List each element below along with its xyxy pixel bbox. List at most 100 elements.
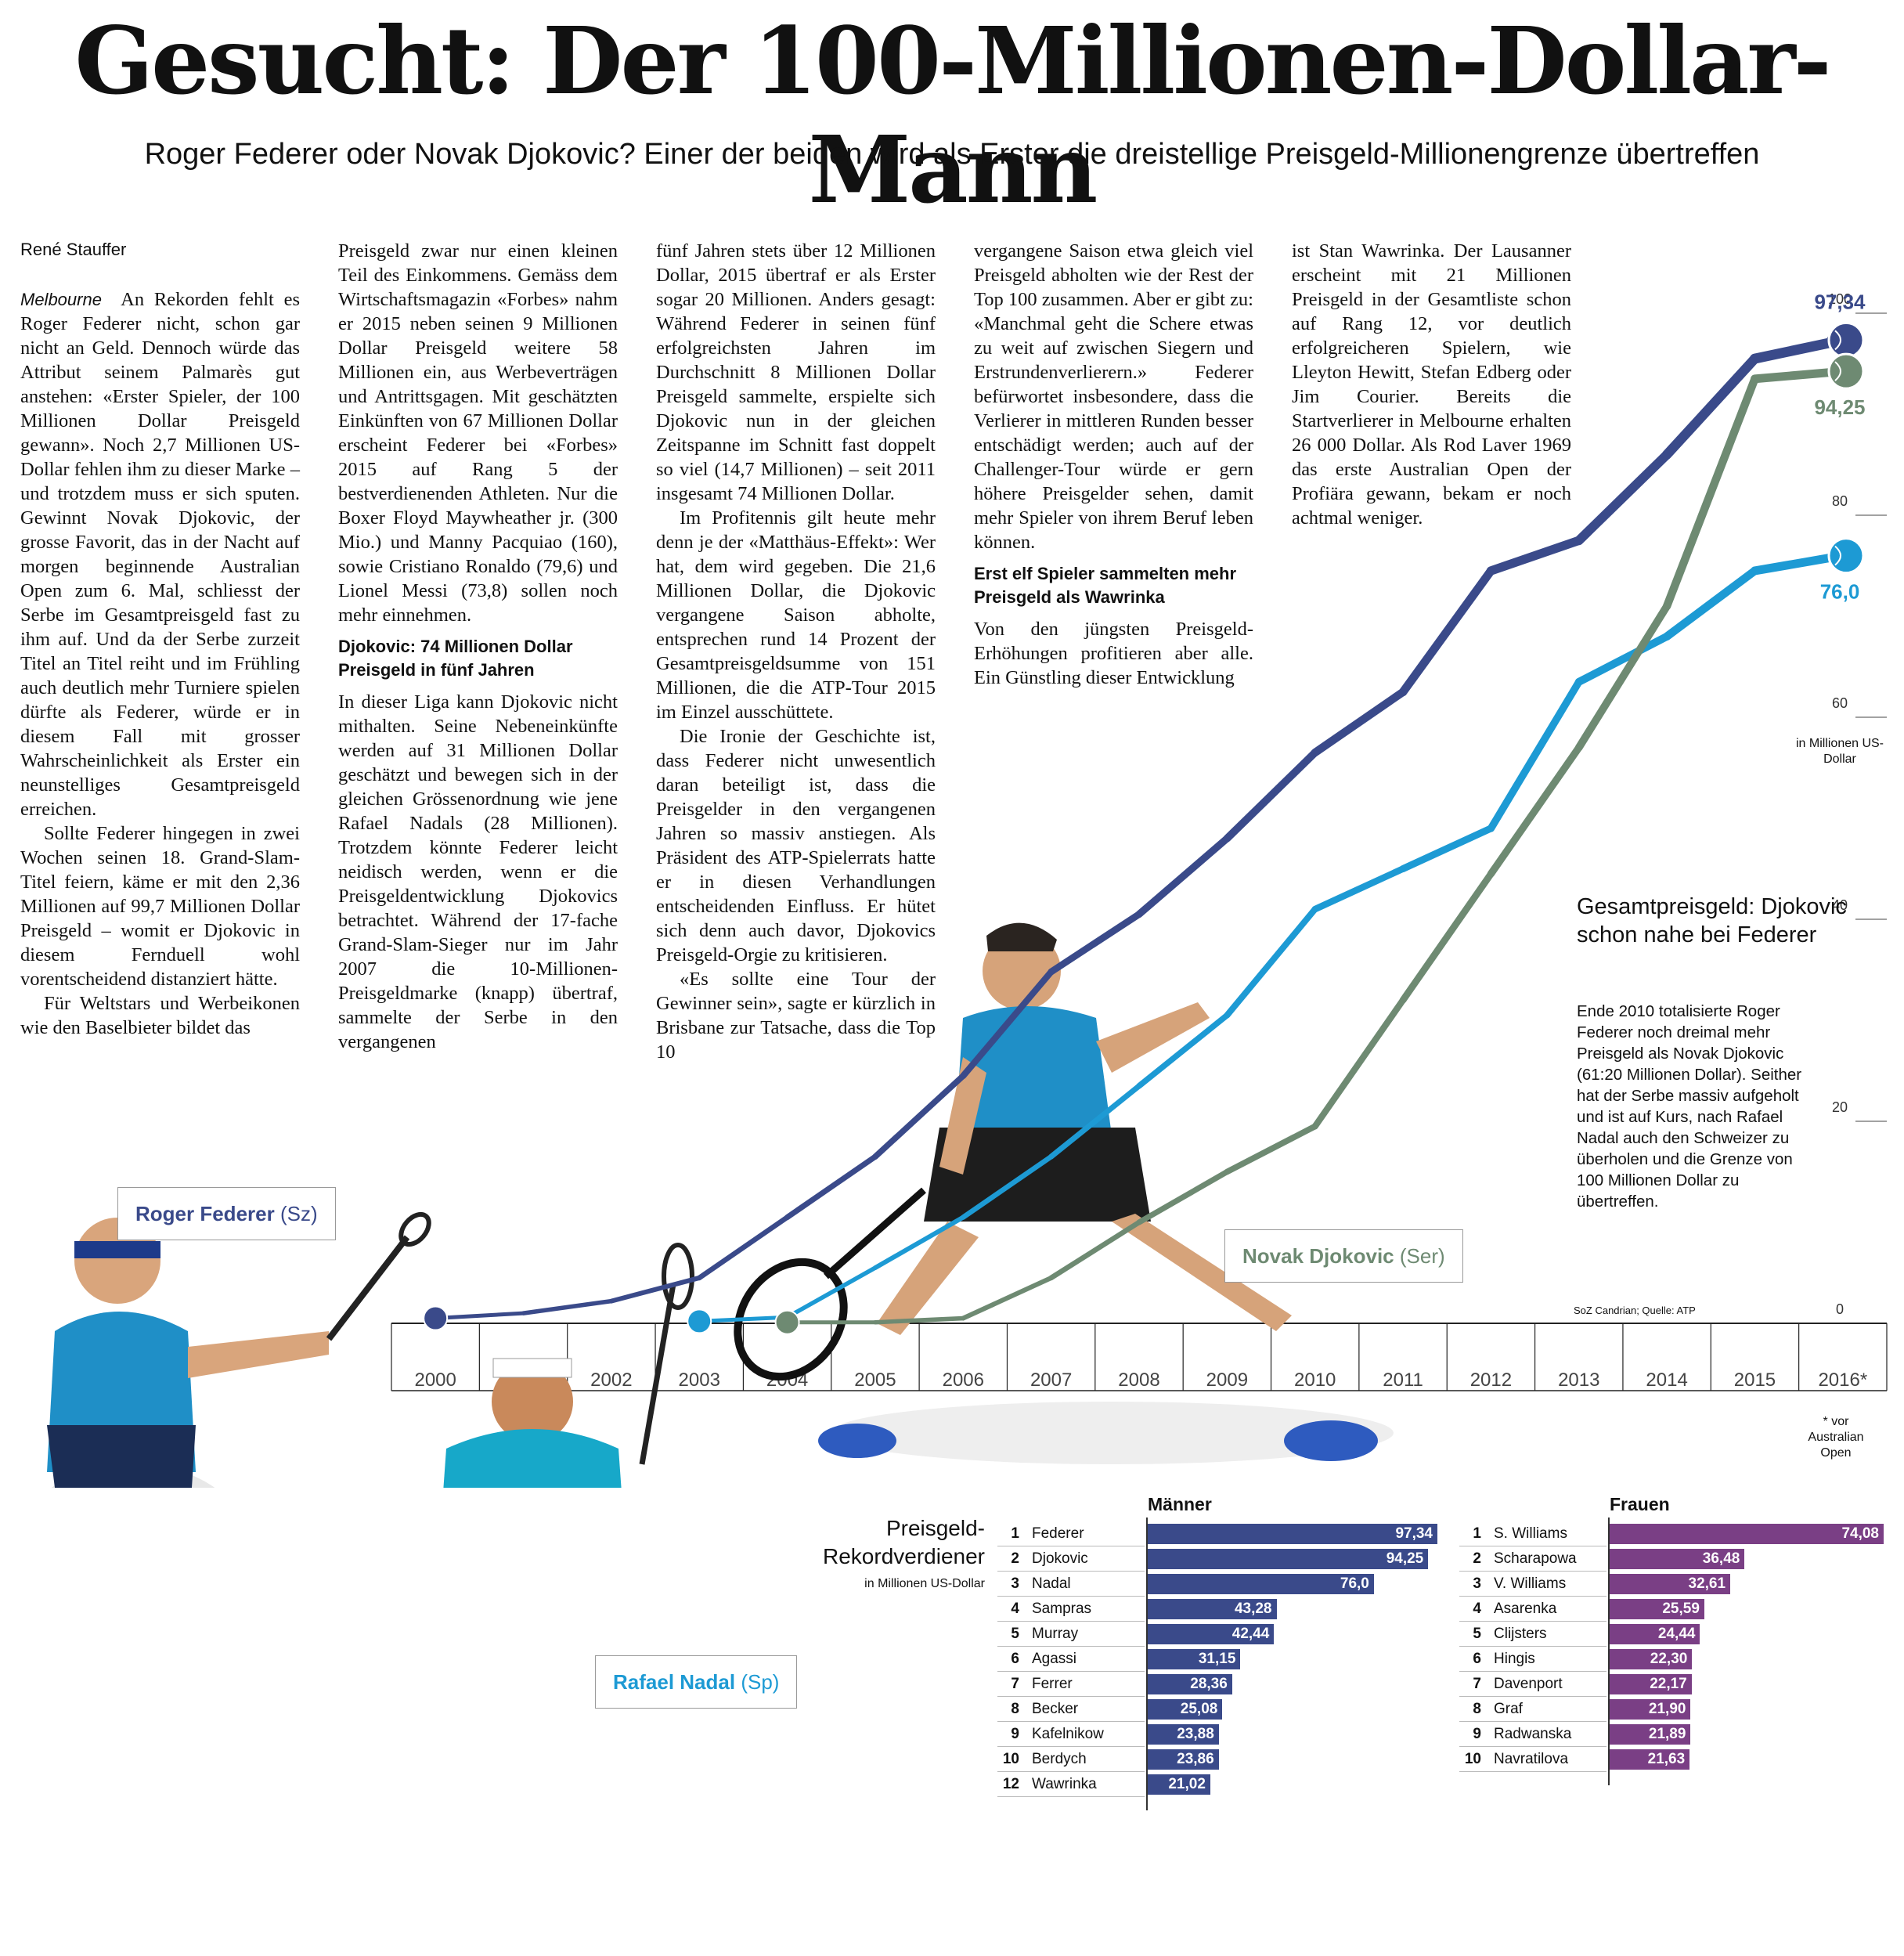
rank-number: 9: [1473, 1726, 1481, 1742]
ranking-bar: 28,36: [1148, 1674, 1232, 1694]
player-nationality: (Sz): [279, 1202, 318, 1225]
row-separator: [997, 1596, 1145, 1597]
y-axis-unit-label: in Millionen US-Dollar: [1795, 737, 1884, 766]
rank-number: 10: [1464, 1751, 1481, 1767]
ranking-row: 6 Hingis 22,30: [1459, 1647, 1899, 1672]
chart-lines: [433, 334, 1848, 1325]
player-name: Federer: [1032, 1525, 1084, 1542]
player-name: Wawrinka: [1032, 1776, 1097, 1792]
player-name: Navratilova: [1494, 1751, 1569, 1767]
x-tick-label: 2003: [679, 1370, 720, 1391]
player-name: Scharapowa: [1494, 1550, 1577, 1567]
nadal-illustration: [443, 1243, 694, 1488]
ranking-row: 1 Federer 97,34: [997, 1521, 1453, 1546]
player-name: Agassi: [1032, 1651, 1077, 1667]
article-paragraph: Im Profitennis gilt heute mehr denn je d…: [656, 507, 936, 723]
ranking-row: 5 Clijsters 24,44: [1459, 1622, 1899, 1647]
chart-markers: 97,34 76,0 94,25: [423, 290, 1866, 1335]
series-line-segment: [1048, 1083, 1142, 1160]
rank-number: 5: [1473, 1626, 1481, 1642]
series-line-segment: [1399, 870, 1495, 1004]
series-line-segment: [961, 1275, 1054, 1321]
rank-number: 4: [1011, 1601, 1019, 1617]
series-line-segment: [1487, 744, 1583, 878]
series-line-segment: [873, 1315, 966, 1325]
x-tick-label: 2007: [1030, 1370, 1072, 1391]
series-line-segment: [1311, 997, 1407, 1130]
series-line-segment: [1048, 911, 1143, 976]
rank-number: 3: [1011, 1575, 1019, 1592]
x-tick-label: 2010: [1294, 1370, 1336, 1391]
player-name: Murray: [1032, 1626, 1079, 1642]
rank-number: 5: [1011, 1626, 1019, 1642]
player-name: Berdych: [1032, 1751, 1087, 1767]
rank-number: 9: [1011, 1726, 1019, 1742]
article-paragraph: In dieser Liga kann Djokovic nicht mitha…: [338, 691, 618, 1052]
article-column-2: Preisgeld zwar nur einen kleinen Teil de…: [338, 239, 618, 1054]
series-line-segment: [1487, 678, 1583, 832]
ranking-bar: 23,86: [1148, 1749, 1219, 1770]
row-separator: [997, 1621, 1145, 1622]
row-separator: [1459, 1571, 1606, 1572]
dateline: Melbourne: [20, 290, 102, 309]
ranking-axis-line: [1608, 1518, 1610, 1785]
ball-seam: [1834, 361, 1841, 381]
rank-number: 10: [1002, 1751, 1019, 1767]
x-tick-label: 2013: [1558, 1370, 1599, 1391]
ranking-bar: 32,61: [1610, 1574, 1731, 1594]
ranking-bar: 25,08: [1148, 1699, 1223, 1720]
ranking-bar: 94,25: [1148, 1549, 1429, 1569]
series-line-segment: [1224, 1123, 1318, 1175]
player-name: Hingis: [1494, 1651, 1535, 1667]
player-name: S. Williams: [1494, 1525, 1567, 1542]
player-name: Radwanska: [1494, 1726, 1572, 1742]
ranking-unit: in Millionen US-Dollar: [864, 1577, 985, 1590]
ranking-row: 6 Agassi 31,15: [997, 1647, 1453, 1672]
ranking-row: 10 Navratilova 21,63: [1459, 1747, 1899, 1772]
ranking-row: 12 Wawrinka 21,02: [997, 1772, 1453, 1797]
y-tick-label: 80: [1832, 493, 1848, 509]
ranking-bar: 25,59: [1610, 1599, 1704, 1619]
ranking-bar: 22,17: [1610, 1674, 1692, 1694]
ranking-bar: 21,63: [1610, 1749, 1690, 1770]
rank-number: 4: [1473, 1601, 1481, 1617]
article-column-5: ist Stan Wawrinka. Der Lausanner erschei…: [1292, 239, 1571, 530]
headline: Gesucht: Der 100-Millionen-Dollar-Mann: [74, 6, 1831, 224]
player-name: Sampras: [1032, 1601, 1092, 1617]
player-name: Nadal: [1032, 1575, 1071, 1592]
row-separator: [1459, 1771, 1606, 1772]
ranking-row: 3 Nadal 76,0: [997, 1572, 1453, 1597]
y-tick-label: 0: [1836, 1301, 1844, 1317]
series-line-segment: [1574, 449, 1672, 546]
ranking-bar: 24,44: [1610, 1624, 1700, 1644]
section-heading: Erst elf Spieler sammelten mehr Preisgel…: [974, 564, 1237, 607]
rank-number: 2: [1473, 1550, 1481, 1567]
men-heading: Männer: [1148, 1494, 1212, 1514]
rank-number: 2: [1011, 1550, 1019, 1567]
article-paragraph: Die Ironie der Geschichte ist, dass Fede…: [656, 726, 936, 965]
series-line-segment: [1136, 1168, 1230, 1225]
tennis-ball-icon: [1827, 321, 1865, 359]
series-line-segment: [1311, 865, 1407, 913]
ranking-row: 9 Radwanska 21,89: [1459, 1722, 1899, 1747]
x-tick-label: 2006: [943, 1370, 984, 1391]
women-heading: Frauen: [1610, 1494, 1670, 1514]
player-name: Clijsters: [1494, 1626, 1547, 1642]
player-name: Davenport: [1494, 1676, 1563, 1692]
x-tick-label: 2005: [854, 1370, 896, 1391]
series-line-segment: [521, 1298, 614, 1315]
row-separator: [1459, 1721, 1606, 1722]
player-illustrations: [47, 922, 1394, 1488]
series-line-segment: [784, 1265, 878, 1320]
row-separator: [997, 1671, 1145, 1672]
article-paragraph: ist Stan Wawrinka. Der Lausanner erschei…: [1292, 240, 1571, 529]
x-tick-label: 2016*: [1818, 1370, 1867, 1391]
row-separator: [997, 1796, 1145, 1797]
series-line-segment: [1574, 632, 1671, 686]
series-line-segment: [697, 1315, 790, 1323]
ranking-row: 8 Graf 21,90: [1459, 1697, 1899, 1722]
x-tick-label: 2011: [1383, 1370, 1423, 1391]
series-end-label: 76,0: [1820, 580, 1860, 604]
ranking-bar: 23,88: [1148, 1724, 1219, 1745]
row-separator: [997, 1721, 1145, 1722]
